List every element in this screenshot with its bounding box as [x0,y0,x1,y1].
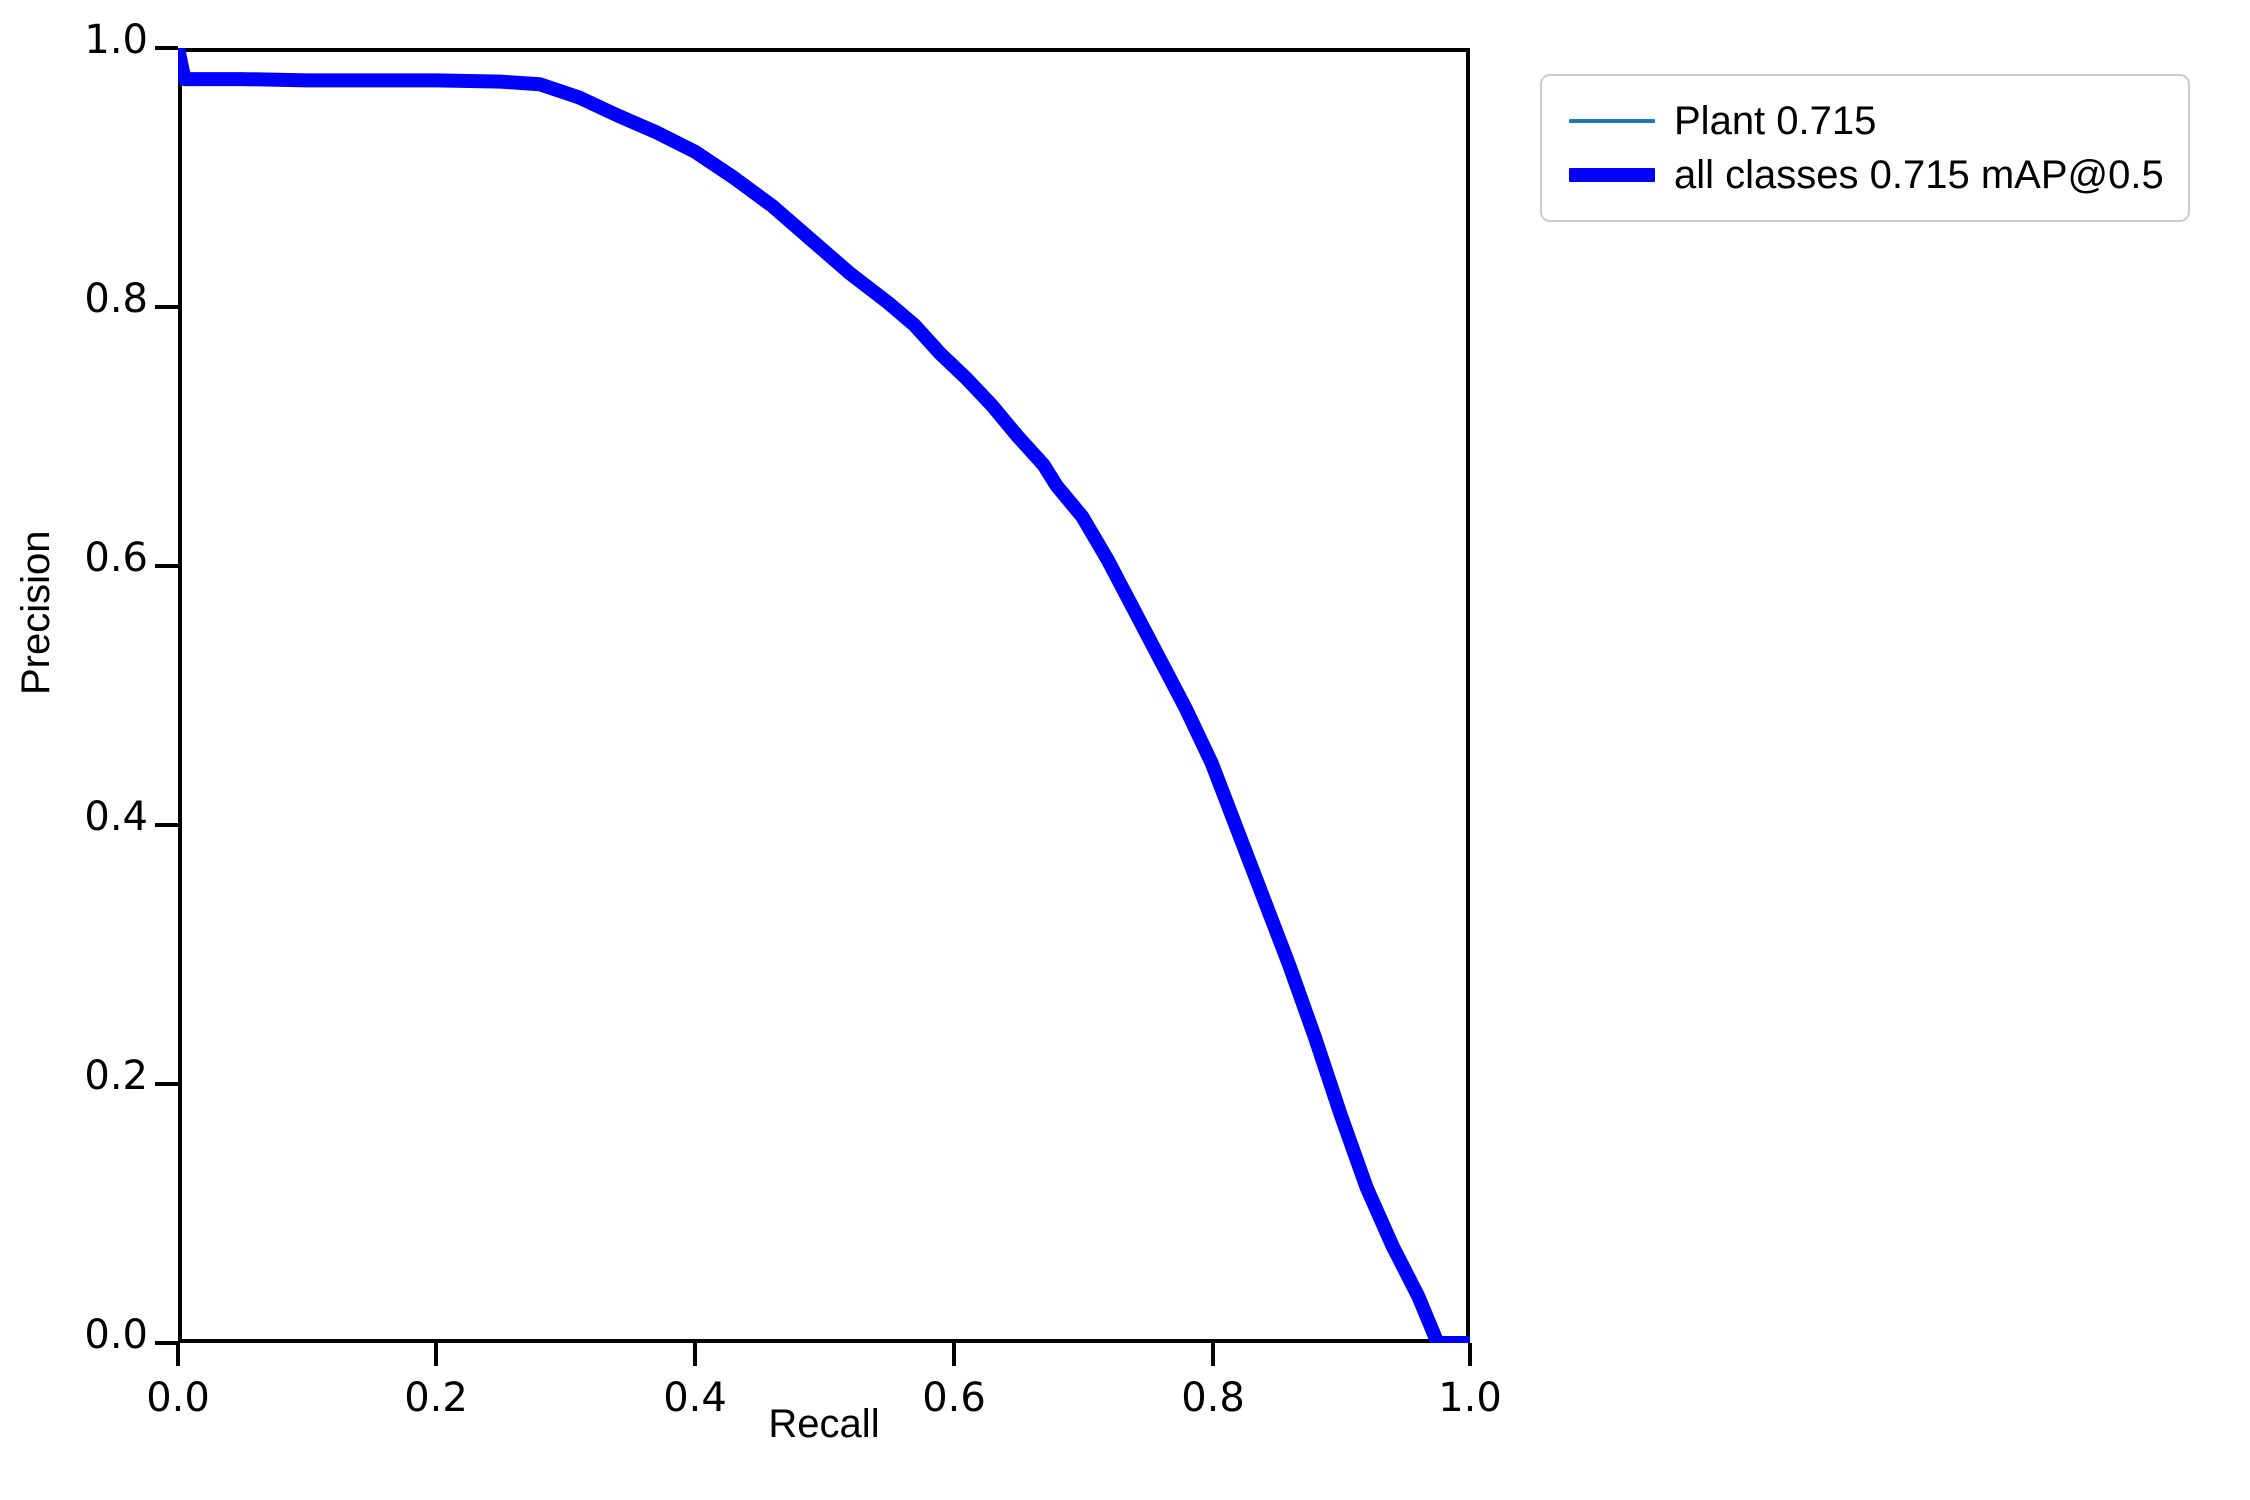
y-tick-label: 0.8 [84,276,148,322]
legend-label-plant: Plant 0.715 [1674,98,1877,143]
y-tick-label: 0.2 [84,1053,148,1099]
plot-area-frame [178,48,1470,1343]
y-tick-mark [155,564,178,568]
y-tick-label: 0.4 [84,794,148,840]
y-tick-label: 1.0 [84,17,148,63]
y-tick-mark [155,1082,178,1086]
x-tick-label: 0.0 [146,1375,210,1421]
legend-item-plant[interactable]: Plant 0.715 [1564,94,2162,148]
x-tick-mark [434,1343,438,1366]
y-tick-mark [155,1341,178,1345]
y-tick-mark [155,46,178,50]
y-tick-label: 0.6 [84,535,148,581]
y-axis-tick-labels: 1.0 0.8 0.6 0.4 0.2 0.0 [0,0,148,1500]
x-tick-mark [952,1343,956,1366]
x-tick-mark [693,1343,697,1366]
y-tick-mark [155,823,178,827]
line-swatch-icon [1569,119,1655,123]
x-tick-label: 1.0 [1438,1375,1502,1421]
x-tick-mark [1468,1343,1472,1366]
pr-curve-plot [178,48,1470,1343]
series-line-all-classes [178,48,1470,1343]
x-tick-mark [176,1343,180,1366]
x-tick-label: 0.8 [1181,1375,1245,1421]
x-tick-label: 0.4 [663,1375,727,1421]
legend-label-all-classes: all classes 0.715 mAP@0.5 [1674,152,2164,197]
y-axis-title: Precision [14,530,58,695]
x-tick-mark [1211,1343,1215,1366]
x-tick-label: 0.2 [404,1375,468,1421]
y-tick-label: 0.0 [84,1312,148,1358]
x-tick-label: 0.6 [922,1375,986,1421]
legend-item-all-classes[interactable]: all classes 0.715 mAP@0.5 [1564,148,2164,202]
y-tick-mark [155,305,178,309]
x-axis-title: Recall [768,1402,880,1446]
legend-swatch-plant-icon [1564,119,1660,123]
legend-swatch-all-classes-icon [1564,168,1660,182]
legend-box[interactable]: Plant 0.715 all classes 0.715 mAP@0.5 [1540,74,2190,222]
line-swatch-icon [1569,168,1655,182]
